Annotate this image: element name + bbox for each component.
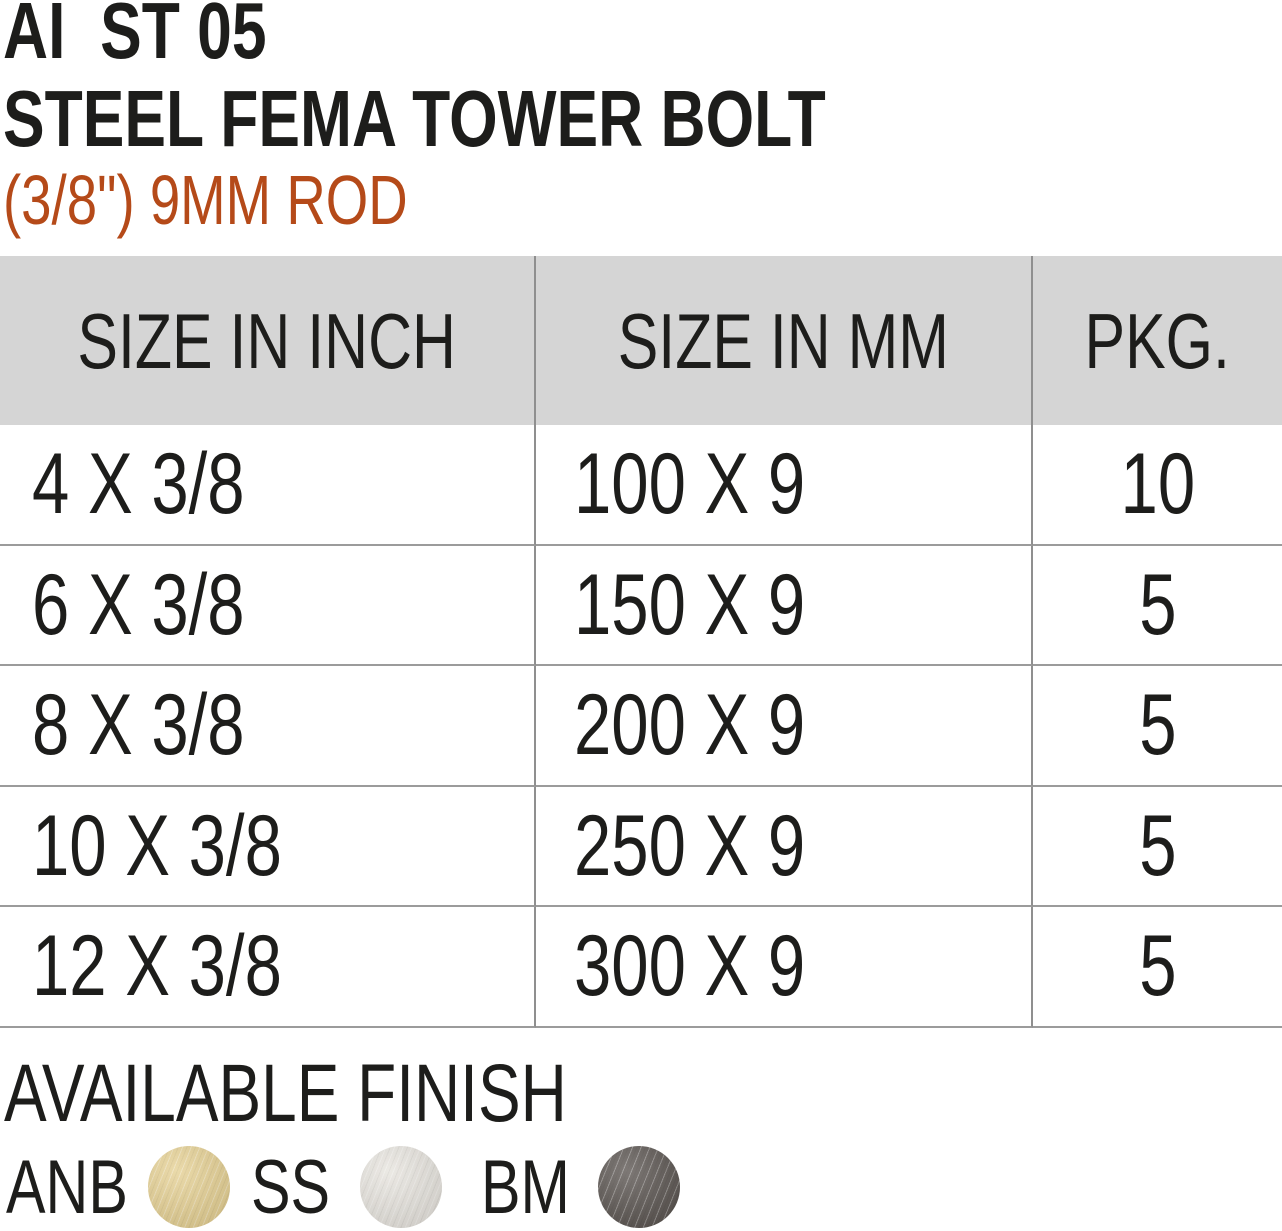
size-table: SIZE IN INCH SIZE IN MM PKG. 4 X 3/8 100…: [0, 256, 1282, 1028]
size-inch-cell: 8 X 3/8: [0, 666, 536, 787]
finish-label-anb: ANB: [6, 1145, 128, 1230]
size-mm-cell: 100 X 9: [536, 425, 1033, 546]
size-inch-cell: 12 X 3/8: [0, 907, 536, 1028]
product-title: STEEL FEMA TOWER BOLT: [3, 79, 1058, 159]
pkg-cell: 5: [1033, 546, 1282, 666]
finish-swatch-black-matte: [598, 1146, 680, 1228]
product-title-text: STEEL FEMA TOWER BOLT: [3, 74, 826, 163]
finish-swatch-stainless-steel: [360, 1146, 442, 1228]
finish-label-bm: BM: [481, 1145, 570, 1230]
header-cell-pkg: PKG.: [1033, 256, 1282, 425]
size-mm-cell: 200 X 9: [536, 666, 1033, 787]
product-subtitle: (3/8") 9MM ROD: [3, 165, 522, 235]
finish-label-ss: SS: [251, 1145, 331, 1230]
finish-swatch-antique-brass: [148, 1146, 230, 1228]
pkg-cell: 5: [1033, 666, 1282, 787]
pkg-cell: 5: [1033, 787, 1282, 907]
product-code-text: AI ST 05: [3, 0, 267, 75]
size-inch-cell: 4 X 3/8: [0, 425, 536, 546]
size-inch-cell: 10 X 3/8: [0, 786, 536, 907]
size-inch-cell: 6 X 3/8: [0, 545, 536, 666]
pkg-cell: 5: [1033, 907, 1282, 1028]
available-finish-heading: AVAILABLE FINISH: [4, 1048, 567, 1139]
size-mm-cell: 150 X 9: [536, 545, 1033, 666]
header-cell-size-mm: SIZE IN MM: [536, 256, 1033, 425]
product-code: AI ST 05: [3, 0, 341, 71]
pkg-cell: 10: [1033, 425, 1282, 546]
product-subtitle-text: (3/8") 9MM ROD: [3, 161, 408, 239]
header-cell-size-inch: SIZE IN INCH: [0, 256, 536, 425]
size-mm-cell: 300 X 9: [536, 907, 1033, 1028]
size-mm-cell: 250 X 9: [536, 786, 1033, 907]
